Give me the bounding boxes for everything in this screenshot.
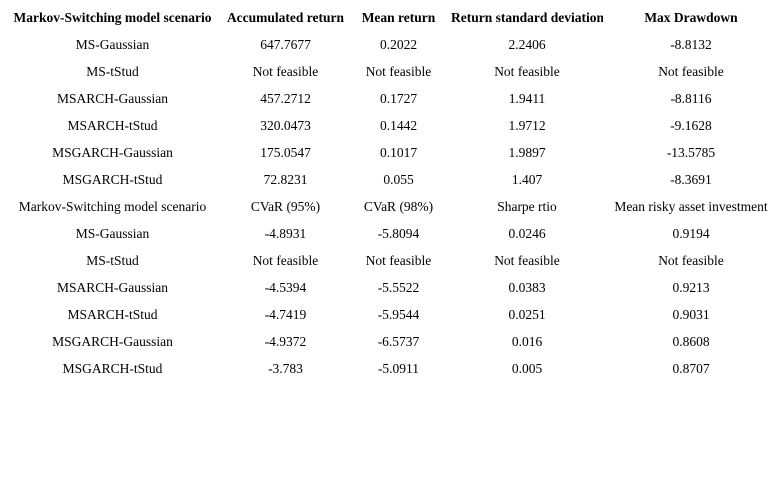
value-cell: 0.0383	[508, 280, 546, 295]
value-cell: -5.9544	[377, 307, 420, 322]
value-cell: 0.016	[511, 334, 543, 349]
scenario-cell: MSARCH-tStud	[67, 307, 158, 322]
value-cell: -4.5394	[264, 280, 307, 295]
value-cell: 0.9031	[672, 307, 710, 322]
scenario-cell: MS-Gaussian	[75, 37, 150, 52]
page: { "page": { "background": "#ffffff", "te…	[0, 4, 779, 504]
header-return-std-deviation: Return standard deviation	[451, 10, 603, 25]
value-cell: 0.1017	[379, 145, 418, 160]
value-cell: -4.8931	[264, 226, 307, 241]
header-mean-return: Mean return	[361, 10, 436, 25]
table-row: MSGARCH-Gaussian 175.0547 0.1017 1.9897 …	[0, 139, 779, 166]
value-cell: Not feasible	[494, 64, 560, 79]
scenario-cell: MSARCH-tStud	[67, 118, 158, 133]
header-max-drawdown: Max Drawdown	[644, 10, 738, 25]
table-row: MS-tStud Not feasible Not feasible Not f…	[0, 247, 779, 274]
value-cell: Not feasible	[494, 253, 560, 268]
value-cell: -3.783	[268, 361, 303, 376]
value-cell: Not feasible	[365, 253, 432, 268]
header-row-risk: Markov-Switching model scenario CVaR (95…	[0, 193, 779, 220]
value-cell: -5.8094	[377, 226, 420, 241]
scenario-cell: MSARCH-Gaussian	[56, 91, 168, 106]
table-row: MSGARCH-tStud -3.783 -5.0911 0.005 0.870…	[0, 355, 779, 382]
scenario-cell: MSARCH-Gaussian	[56, 280, 168, 295]
value-cell: -9.1628	[670, 118, 712, 133]
table-row: MS-Gaussian 647.7677 0.2022 2.2406 -8.81…	[0, 31, 779, 58]
table-row: MS-tStud Not feasible Not feasible Not f…	[0, 58, 779, 85]
scenario-cell: MS-tStud	[86, 253, 139, 268]
value-cell: 0.1727	[379, 91, 418, 106]
value-cell: 0.8608	[672, 334, 710, 349]
scenario-cell: MS-Gaussian	[75, 226, 150, 241]
value-cell: -8.3691	[670, 172, 712, 187]
value-cell: 0.9194	[672, 226, 710, 241]
scenario-cell: MSGARCH-tStud	[62, 172, 163, 187]
value-cell: Not feasible	[365, 64, 432, 79]
value-cell: 175.0547	[260, 145, 311, 160]
value-cell: -8.8132	[670, 37, 712, 52]
table-row: MSGARCH-Gaussian -4.9372 -6.5737 0.016 0…	[0, 328, 779, 355]
value-cell: 457.2712	[260, 91, 311, 106]
value-cell: Not feasible	[658, 64, 724, 79]
value-cell: Not feasible	[252, 253, 319, 268]
value-cell: -5.0911	[377, 361, 420, 376]
value-cell: 72.8231	[263, 172, 308, 187]
table-row: MSARCH-tStud 320.0473 0.1442 1.9712 -9.1…	[0, 112, 779, 139]
scenario-cell: MSGARCH-tStud	[62, 361, 163, 376]
header-cvar-98: CVaR (98%)	[363, 199, 434, 214]
value-cell: 1.9897	[508, 145, 546, 160]
value-cell: 320.0473	[260, 118, 311, 133]
scenario-cell: MSGARCH-Gaussian	[52, 145, 173, 160]
header-scenario: Markov-Switching model scenario	[13, 10, 212, 25]
table-row: MS-Gaussian -4.8931 -5.8094 0.0246 0.919…	[0, 220, 779, 247]
value-cell: 0.9213	[672, 280, 710, 295]
header-scenario: Markov-Switching model scenario	[18, 199, 207, 214]
value-cell: 1.407	[511, 172, 543, 187]
value-cell: -8.8116	[670, 91, 712, 106]
value-cell: 1.9712	[508, 118, 546, 133]
value-cell: 0.055	[383, 172, 414, 187]
value-cell: -5.5522	[377, 280, 420, 295]
scenario-cell: MSGARCH-Gaussian	[52, 334, 173, 349]
value-cell: 0.005	[511, 361, 543, 376]
value-cell: 647.7677	[260, 37, 311, 52]
value-cell: -6.5737	[377, 334, 420, 349]
value-cell: 0.0246	[508, 226, 546, 241]
header-cvar-95: CVaR (95%)	[250, 199, 321, 214]
value-cell: 0.0251	[508, 307, 546, 322]
table-row: MSGARCH-tStud 72.8231 0.055 1.407 -8.369…	[0, 166, 779, 193]
header-row-performance: Markov-Switching model scenario Accumula…	[0, 4, 779, 31]
value-cell: Not feasible	[658, 253, 724, 268]
table-row: MSARCH-Gaussian -4.5394 -5.5522 0.0383 0…	[0, 274, 779, 301]
table-row: MSARCH-tStud -4.7419 -5.9544 0.0251 0.90…	[0, 301, 779, 328]
header-sharpe-ratio: Sharpe rtio	[497, 199, 557, 214]
value-cell: 2.2406	[508, 37, 546, 52]
value-cell: 0.8707	[672, 361, 710, 376]
table-row: MSARCH-Gaussian 457.2712 0.1727 1.9411 -…	[0, 85, 779, 112]
scenario-cell: MS-tStud	[86, 64, 139, 79]
value-cell: -13.5785	[666, 145, 716, 160]
results-table: Markov-Switching model scenario Accumula…	[0, 4, 779, 382]
value-cell: 1.9411	[508, 91, 546, 106]
value-cell: 0.2022	[379, 37, 418, 52]
value-cell: 0.1442	[379, 118, 418, 133]
value-cell: -4.7419	[264, 307, 307, 322]
value-cell: Not feasible	[252, 64, 319, 79]
header-accumulated-return: Accumulated return	[226, 10, 345, 25]
value-cell: -4.9372	[264, 334, 307, 349]
header-mean-risky-asset-investment: Mean risky asset investment	[614, 199, 768, 214]
